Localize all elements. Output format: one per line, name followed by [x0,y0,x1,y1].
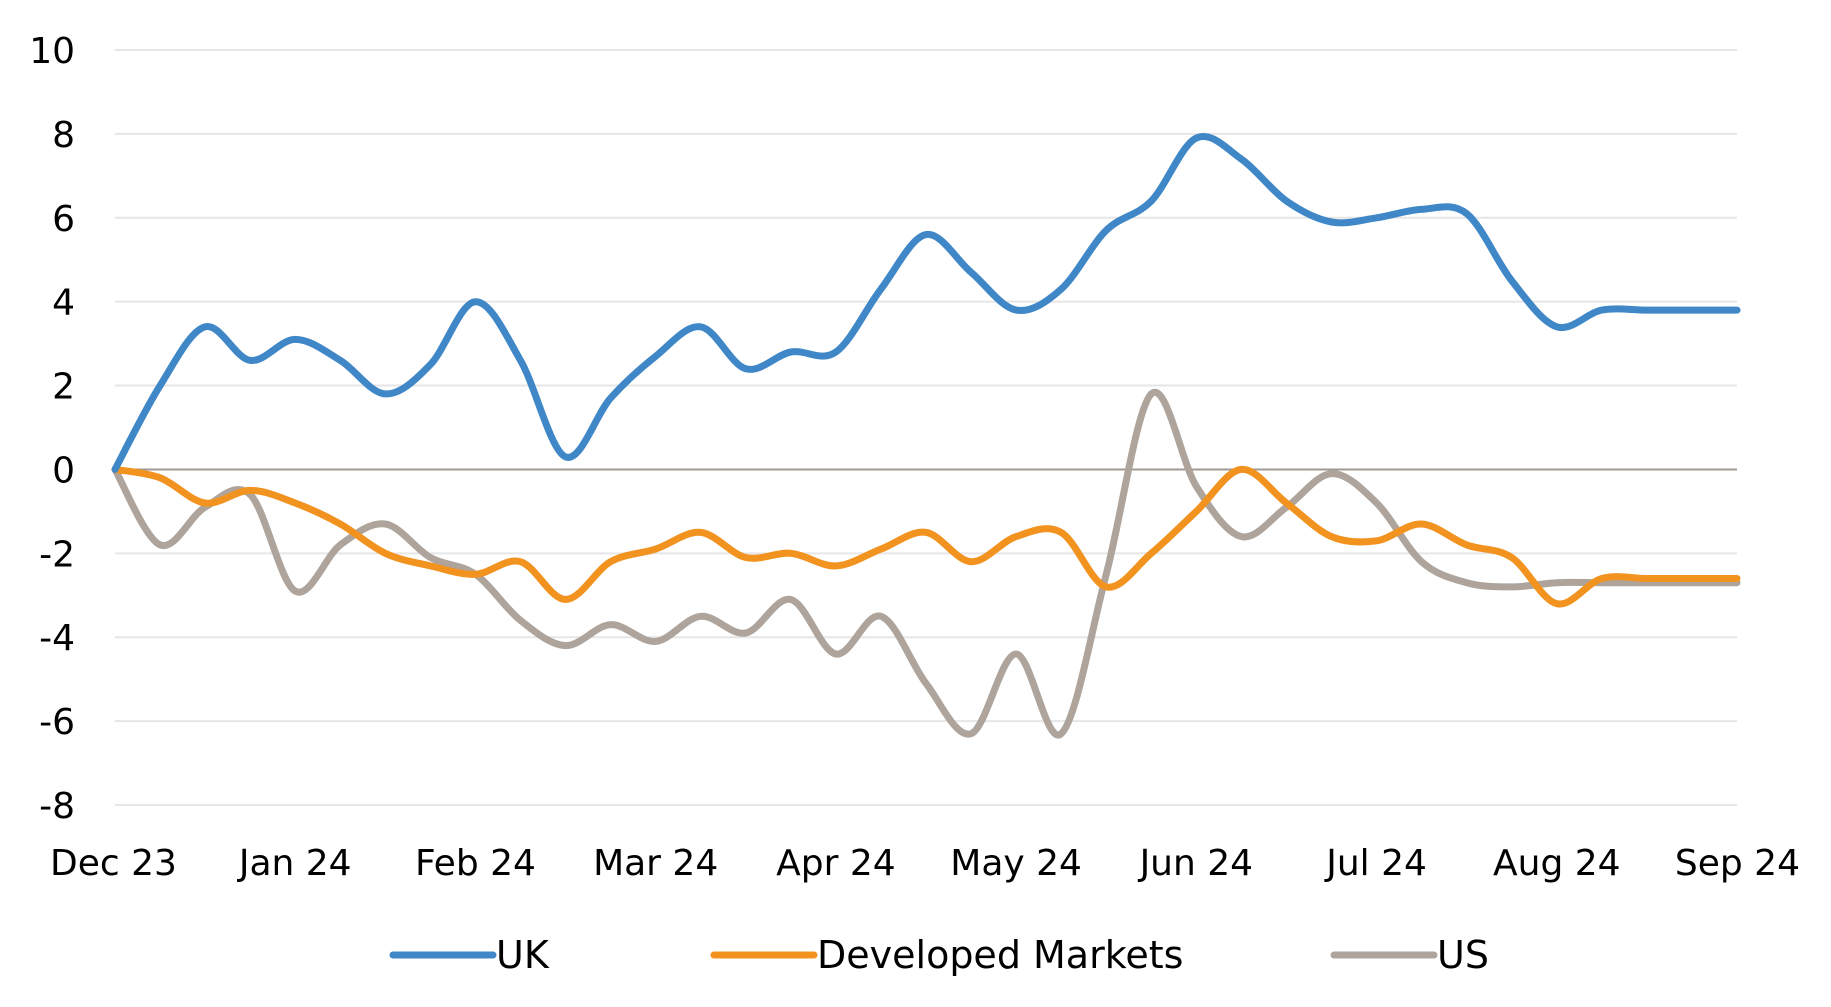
series-line-us [111,388,1741,739]
series-lines [111,133,1741,739]
legend-label-uk: UK [496,933,550,977]
x-tick-label: Sep 24 [1675,843,1800,884]
y-tick-label: 8 [52,115,75,156]
y-tick-label: 6 [52,199,75,240]
legend: UK Developed Markets US [389,933,1489,977]
x-tick-label: Feb 24 [415,843,536,884]
x-axis-ticks: Dec 23 Jan 24 Feb 24 Mar 24 Apr 24 May 24 Jun … [50,843,1800,884]
y-tick-label: -2 [39,534,75,575]
x-tick-label: Jan 24 [237,843,352,884]
x-tick-label: Jun 24 [1138,843,1254,884]
x-tick-label: Aug 24 [1493,843,1621,884]
legend-label-us: US [1437,933,1489,977]
y-tick-label: 4 [52,283,75,324]
x-tick-label: Apr 24 [776,843,896,884]
y-tick-label: -4 [39,618,75,659]
gridlines [115,49,1737,806]
x-tick-label: Jul 24 [1324,843,1427,884]
x-tick-label: May 24 [950,843,1082,884]
series-line-uk [111,133,1741,473]
y-tick-label: -6 [39,702,75,743]
y-tick-label: 10 [29,31,75,72]
y-tick-label: 2 [52,367,75,408]
y-tick-label: 0 [52,450,75,491]
y-tick-label: -8 [39,786,75,827]
y-axis-ticks: 10 8 6 4 2 0 -2 -4 -6 -8 [29,31,75,827]
legend-label-developed-markets: Developed Markets [817,933,1183,977]
x-tick-label: Mar 24 [593,843,718,884]
x-tick-label: Dec 23 [50,843,177,884]
series-line-developed-markets [111,465,1741,608]
